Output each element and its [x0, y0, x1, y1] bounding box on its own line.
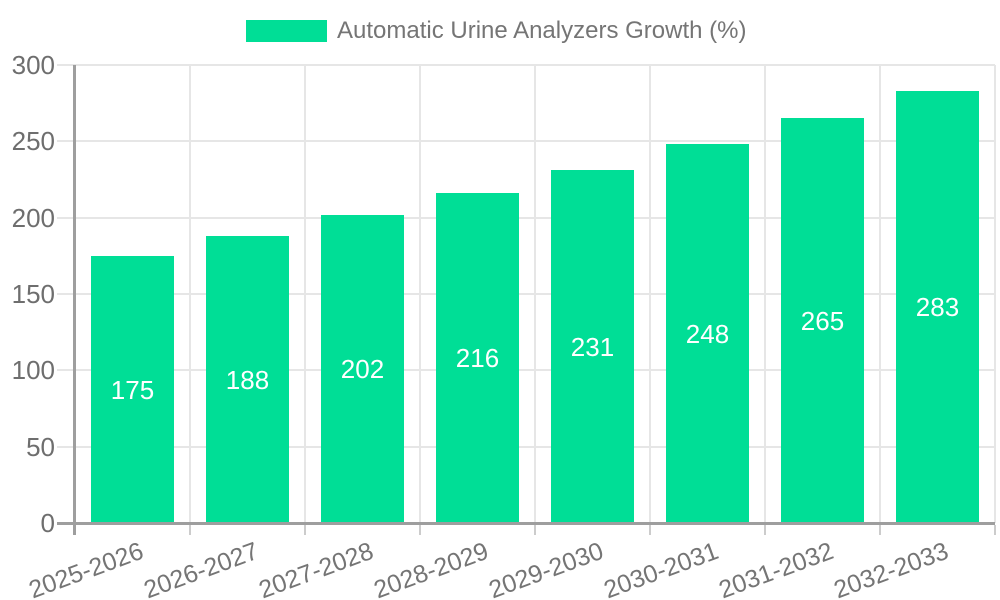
x-grid-line: [764, 65, 766, 523]
x-tick-mark: [189, 525, 191, 535]
x-tick-mark: [304, 525, 306, 535]
bar-value-label: 175: [110, 374, 155, 405]
y-grid-line: [57, 64, 995, 66]
bar-value-label: 265: [800, 305, 845, 336]
y-tick-label: 50: [26, 431, 55, 462]
bar[interactable]: [666, 144, 749, 523]
x-tick-label: 2026-2027: [140, 537, 263, 600]
bar[interactable]: [781, 118, 864, 523]
bar-value-label: 202: [340, 354, 385, 384]
x-grid-line: [534, 65, 536, 523]
x-tick-mark: [764, 525, 766, 535]
x-tick-label: 2027-2028: [255, 537, 378, 600]
x-tick-label: 2025-2026: [25, 537, 148, 600]
y-grid-line: [57, 140, 995, 143]
x-tick-label: 2031-2032: [715, 537, 838, 600]
bar[interactable]: [91, 256, 174, 523]
x-grid-line: [189, 65, 191, 523]
x-axis-line: [57, 522, 995, 525]
x-tick-mark: [419, 525, 421, 535]
x-grid-line: [304, 65, 306, 523]
bar-value-label: 248: [685, 318, 730, 349]
y-tick-label: 100: [11, 355, 55, 386]
x-tick-mark: [879, 525, 881, 535]
y-tick-label: 300: [11, 50, 55, 80]
y-tick-label: 150: [11, 279, 55, 309]
x-grid-line: [879, 65, 881, 523]
x-tick-label: 2028-2029: [370, 537, 493, 600]
x-tick-label: 2032-2033: [830, 537, 953, 600]
y-grid-line: [57, 369, 995, 372]
bar[interactable]: [206, 236, 289, 523]
x-tick-label: 2030-2031: [600, 537, 723, 600]
y-grid-line: [57, 293, 995, 295]
x-grid-line: [419, 65, 421, 523]
bar-value-label: 283: [915, 292, 960, 322]
bar[interactable]: [896, 91, 979, 523]
y-grid-line: [57, 445, 995, 448]
bar-value-label: 188: [225, 364, 270, 395]
x-tick-mark: [994, 525, 996, 535]
y-grid-line: [57, 216, 995, 219]
bar[interactable]: [551, 170, 634, 523]
legend-item[interactable]: Automatic Urine Analyzers Growth (%): [246, 17, 746, 45]
y-tick-label: 250: [11, 126, 55, 157]
y-tick-label: 200: [11, 202, 55, 233]
x-tick-mark: [534, 525, 536, 535]
bar-value-label: 216: [455, 343, 500, 373]
bar[interactable]: [321, 215, 404, 523]
x-grid-line: [994, 65, 996, 523]
y-tick-label: 0: [40, 508, 55, 538]
bar[interactable]: [436, 193, 519, 523]
x-tick-label: 2029-2030: [485, 537, 608, 600]
bar-value-label: 231: [570, 331, 615, 362]
y-axis-line: [73, 65, 76, 535]
legend-swatch-icon: [246, 20, 327, 42]
x-grid-line: [649, 65, 651, 523]
x-tick-mark: [649, 525, 651, 535]
legend-label: Automatic Urine Analyzers Growth (%): [337, 17, 747, 44]
